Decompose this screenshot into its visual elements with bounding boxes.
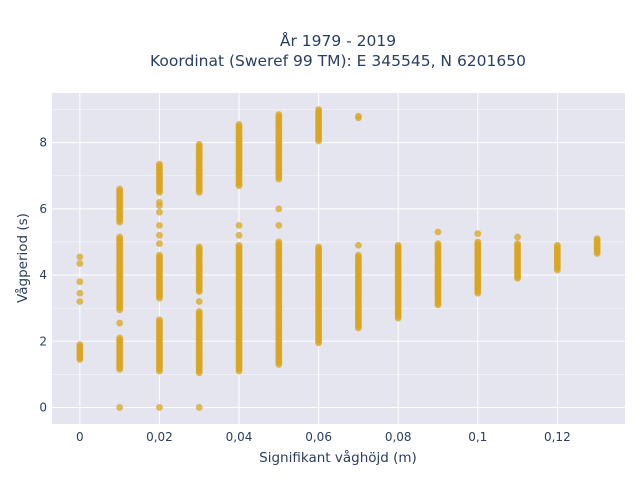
data-point (116, 334, 124, 342)
data-point (195, 243, 203, 251)
data-point (156, 198, 163, 206)
x-tick-label: 0,02 (146, 430, 173, 444)
data-point (116, 404, 124, 411)
data-point (195, 140, 203, 148)
x-tick-label: 0,08 (385, 430, 412, 444)
y-tick-label: 4 (39, 268, 47, 282)
y-tick-label: 8 (39, 136, 47, 150)
chart-title-line-2: Koordinat (Sweref 99 TM): E 345545, N 62… (150, 52, 526, 70)
data-point (76, 278, 84, 286)
data-point (553, 241, 561, 249)
data-point (195, 298, 203, 305)
x-tick-label: 0,04 (226, 430, 253, 444)
data-point (76, 298, 84, 305)
plot-background (52, 93, 625, 424)
data-point (76, 289, 84, 297)
data-point (76, 260, 84, 267)
data-point (434, 240, 442, 248)
x-tick-label: 0,06 (305, 430, 332, 444)
data-point (514, 240, 521, 248)
data-point (235, 231, 243, 239)
chart-title-line-1: År 1979 - 2019 (280, 31, 396, 50)
data-point (116, 233, 124, 241)
data-point (76, 341, 84, 348)
data-point (76, 253, 84, 261)
data-point (156, 222, 163, 229)
data-point (593, 235, 601, 243)
data-point (156, 208, 163, 216)
data-point (315, 243, 322, 251)
data-point (195, 308, 203, 315)
data-point (235, 241, 243, 249)
data-point (156, 240, 163, 248)
y-tick-label: 2 (39, 334, 47, 348)
data-point (156, 316, 163, 324)
data-point (434, 228, 442, 236)
x-axis-title: Signifikant våghöjd (m) (259, 449, 417, 466)
data-point (156, 231, 163, 239)
data-point (514, 233, 521, 241)
data-point (474, 238, 482, 246)
data-point (116, 185, 124, 193)
x-tick-label: 0,12 (544, 430, 571, 444)
data-point (275, 205, 283, 213)
data-point (235, 121, 243, 128)
x-tick-label: 0 (76, 430, 84, 444)
y-axis-title: Vågperiod (s) (14, 213, 31, 303)
data-point (195, 404, 203, 411)
data-point (235, 222, 243, 229)
data-point (275, 238, 283, 246)
data-point (355, 241, 362, 249)
data-point (275, 111, 283, 118)
data-point (474, 230, 482, 238)
y-tick-labels: 0 2 4 6 8 (39, 136, 47, 415)
data-point (315, 106, 322, 113)
y-tick-label: 0 (39, 400, 47, 414)
data-point (275, 222, 283, 229)
data-point (156, 160, 163, 168)
data-point (355, 112, 362, 120)
y-tick-label: 6 (39, 202, 47, 216)
data-point (116, 319, 124, 327)
data-point (156, 404, 163, 411)
x-tick-label: 0,1 (468, 430, 487, 444)
data-points (76, 106, 601, 411)
x-tick-labels: 0 0,02 0,04 0,06 0,08 0,1 0,12 (76, 430, 571, 444)
data-point (156, 251, 163, 259)
data-point (394, 241, 402, 249)
data-point (355, 251, 362, 259)
